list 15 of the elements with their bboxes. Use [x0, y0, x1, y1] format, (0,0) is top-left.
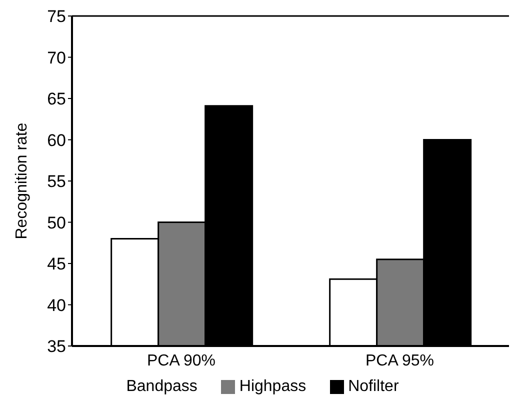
- x-tick-label: PCA 90%: [147, 352, 216, 370]
- series-label: Bandpass: [126, 378, 198, 395]
- legend-label: Nofilter: [348, 378, 399, 395]
- y-tick-label: 55: [47, 172, 66, 192]
- y-tick-label: 65: [47, 90, 66, 109]
- y-tick-label: 70: [47, 48, 66, 68]
- legend-label: Highpass: [239, 378, 306, 395]
- x-tick-label: PCA 95%: [366, 352, 434, 370]
- y-axis-title: Recognition rate: [14, 122, 31, 240]
- y-tick-label: 35: [47, 337, 66, 356]
- y-tick-label: 60: [47, 130, 66, 150]
- y-tick-label: 40: [47, 296, 66, 315]
- y-tick-label: 45: [47, 254, 66, 274]
- y-tick-label: 75: [47, 7, 66, 26]
- y-tick-label: 50: [47, 213, 66, 232]
